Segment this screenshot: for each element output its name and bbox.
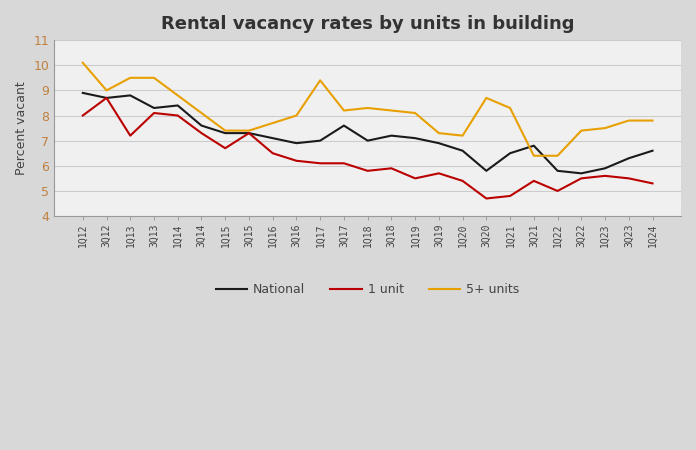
5+ units: [102, 88, 111, 93]
1 unit: [530, 178, 538, 184]
1 unit: [126, 133, 134, 138]
5+ units: [435, 130, 443, 136]
5+ units: [553, 153, 562, 158]
1 unit: [553, 188, 562, 194]
5+ units: [316, 78, 324, 83]
National: [649, 148, 657, 153]
5+ units: [173, 93, 182, 98]
National: [387, 133, 395, 138]
National: [245, 130, 253, 136]
National: [316, 138, 324, 144]
1 unit: [411, 176, 419, 181]
National: [292, 140, 301, 146]
5+ units: [601, 126, 609, 131]
1 unit: [79, 113, 87, 118]
5+ units: [79, 60, 87, 65]
5+ units: [363, 105, 372, 111]
National: [435, 140, 443, 146]
1 unit: [102, 95, 111, 101]
National: [340, 123, 348, 128]
5+ units: [150, 75, 158, 81]
5+ units: [649, 118, 657, 123]
1 unit: [221, 145, 230, 151]
5+ units: [459, 133, 467, 138]
1 unit: [435, 171, 443, 176]
5+ units: [624, 118, 633, 123]
National: [197, 123, 205, 128]
1 unit: [363, 168, 372, 174]
1 unit: [601, 173, 609, 179]
National: [150, 105, 158, 111]
National: [530, 143, 538, 148]
National: [506, 151, 514, 156]
5+ units: [245, 128, 253, 133]
5+ units: [411, 110, 419, 116]
5+ units: [197, 110, 205, 116]
1 unit: [577, 176, 585, 181]
1 unit: [316, 161, 324, 166]
5+ units: [577, 128, 585, 133]
National: [173, 103, 182, 108]
1 unit: [459, 178, 467, 184]
1 unit: [387, 166, 395, 171]
5+ units: [126, 75, 134, 81]
Y-axis label: Percent vacant: Percent vacant: [15, 81, 28, 175]
1 unit: [197, 130, 205, 136]
1 unit: [624, 176, 633, 181]
National: [411, 135, 419, 141]
5+ units: [506, 105, 514, 111]
5+ units: [292, 113, 301, 118]
National: [577, 171, 585, 176]
1 unit: [649, 181, 657, 186]
National: [459, 148, 467, 153]
National: [102, 95, 111, 101]
1 unit: [269, 151, 277, 156]
National: [363, 138, 372, 144]
Title: Rental vacancy rates by units in building: Rental vacancy rates by units in buildin…: [161, 15, 574, 33]
1 unit: [340, 161, 348, 166]
1 unit: [150, 110, 158, 116]
National: [624, 156, 633, 161]
Line: 5+ units: 5+ units: [83, 63, 653, 156]
5+ units: [482, 95, 491, 101]
5+ units: [530, 153, 538, 158]
5+ units: [269, 120, 277, 126]
Legend: National, 1 unit, 5+ units: National, 1 unit, 5+ units: [211, 278, 525, 302]
1 unit: [173, 113, 182, 118]
National: [126, 93, 134, 98]
1 unit: [482, 196, 491, 201]
Line: National: National: [83, 93, 653, 173]
National: [601, 166, 609, 171]
5+ units: [221, 128, 230, 133]
5+ units: [387, 108, 395, 113]
Line: 1 unit: 1 unit: [83, 98, 653, 198]
National: [79, 90, 87, 95]
National: [269, 135, 277, 141]
National: [482, 168, 491, 174]
1 unit: [245, 130, 253, 136]
5+ units: [340, 108, 348, 113]
National: [221, 130, 230, 136]
1 unit: [292, 158, 301, 163]
National: [553, 168, 562, 174]
1 unit: [506, 193, 514, 198]
